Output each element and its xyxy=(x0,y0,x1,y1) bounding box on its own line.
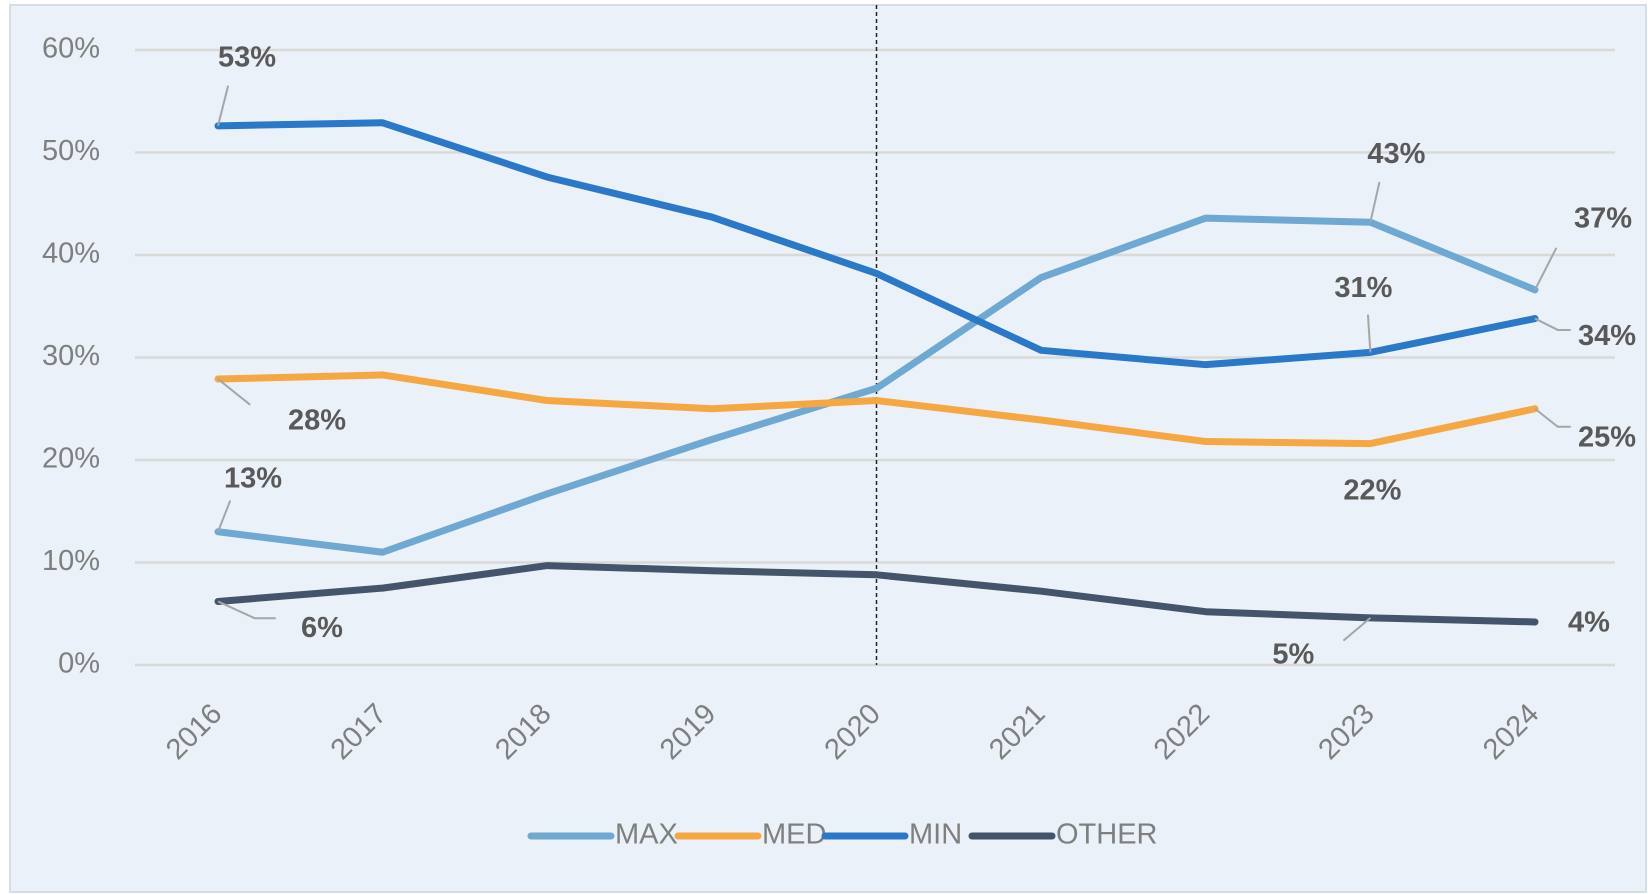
y-tick-label: 50% xyxy=(42,135,100,167)
y-tick-label: 30% xyxy=(42,340,100,372)
y-tick-label: 0% xyxy=(58,648,100,680)
label-leader xyxy=(1369,181,1381,223)
label-leader xyxy=(217,85,230,127)
y-tick-label: 60% xyxy=(42,33,100,65)
label-leader xyxy=(217,500,232,533)
data-label: 5% xyxy=(1272,639,1314,671)
data-label: 43% xyxy=(1367,138,1425,170)
data-label: 28% xyxy=(288,405,346,437)
y-tick-label: 40% xyxy=(42,238,100,270)
label-leader xyxy=(1534,317,1571,331)
data-label: 53% xyxy=(218,42,276,74)
data-label: 6% xyxy=(301,612,343,644)
data-label: 31% xyxy=(1334,272,1392,304)
legend-label: OTHER xyxy=(1056,819,1158,851)
label-leader xyxy=(1534,407,1571,428)
data-label: 25% xyxy=(1578,421,1636,453)
legend-label: MED xyxy=(762,819,826,851)
label-leader xyxy=(217,378,251,406)
data-label: 34% xyxy=(1578,320,1636,352)
series-line xyxy=(214,119,1539,369)
label-leader xyxy=(217,600,276,620)
series-line xyxy=(214,214,1539,556)
y-tick-label: 10% xyxy=(42,545,100,577)
series-line xyxy=(214,371,1539,448)
data-label: 4% xyxy=(1568,607,1610,639)
data-label: 13% xyxy=(224,462,282,494)
series-line xyxy=(214,562,1539,626)
y-tick-label: 20% xyxy=(42,443,100,475)
legend-label: MAX xyxy=(615,819,678,851)
label-leader xyxy=(1342,617,1372,642)
data-label: 37% xyxy=(1574,203,1632,235)
legend-label: MIN xyxy=(909,819,962,851)
label-leader xyxy=(1534,247,1558,291)
label-leader xyxy=(1366,314,1372,353)
data-label: 22% xyxy=(1343,474,1401,506)
